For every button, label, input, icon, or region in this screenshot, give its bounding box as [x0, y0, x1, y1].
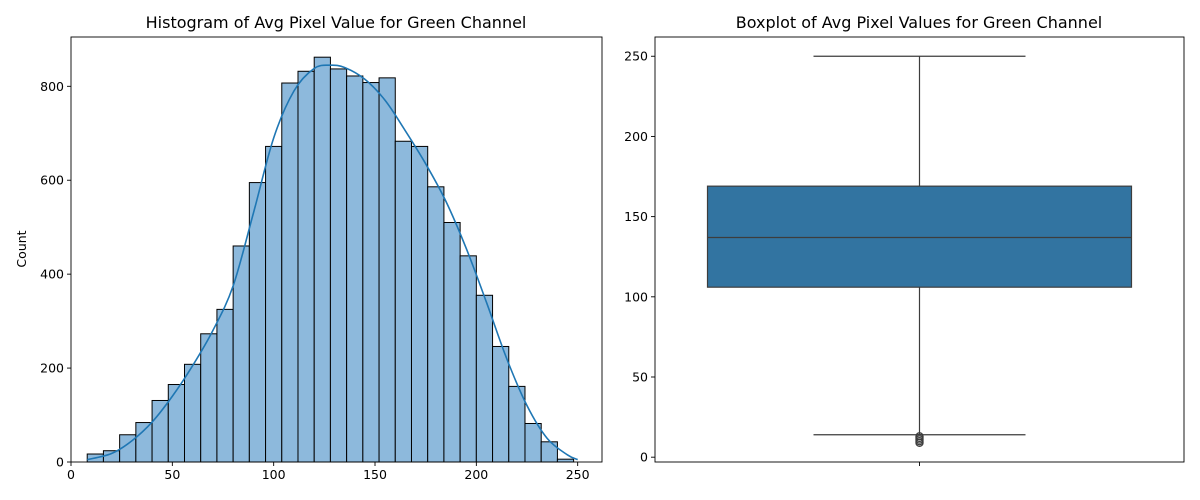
- histogram-bar: [281, 82, 299, 463]
- boxplot-title: Boxplot of Avg Pixel Values for Green Ch…: [736, 13, 1102, 32]
- x-tick-label: 0: [67, 467, 75, 482]
- y-tick-label: 50: [632, 370, 648, 385]
- y-tick-label: 0: [640, 450, 648, 465]
- histogram-title: Histogram of Avg Pixel Value for Green C…: [146, 13, 527, 32]
- histogram-bar: [135, 422, 153, 463]
- histogram-bars: [86, 56, 575, 463]
- histogram-bar: [427, 186, 445, 463]
- histogram-axes: 0 50 100 150 200 250 0 200 400 600 800: [40, 36, 603, 482]
- y-tick-label: 250: [624, 49, 648, 64]
- y-tick-label: 100: [624, 289, 648, 304]
- x-tick-label: 100: [262, 467, 286, 482]
- histogram-bar: [362, 82, 380, 463]
- histogram-frame: [70, 36, 603, 463]
- histogram-bar: [346, 75, 364, 463]
- histogram-bar: [410, 145, 429, 463]
- histogram-bar: [492, 345, 510, 463]
- histogram-bar: [248, 182, 267, 463]
- histogram-bar: [297, 70, 315, 463]
- histogram-bar: [443, 221, 461, 463]
- histogram-bar: [167, 384, 185, 463]
- histogram-bar: [394, 140, 412, 463]
- histogram-bar: [313, 56, 331, 463]
- histogram-bar: [265, 145, 283, 463]
- histogram-bar: [540, 441, 558, 463]
- x-tick-label: 250: [566, 467, 590, 482]
- y-tick-label: 200: [40, 361, 64, 376]
- histogram-bar: [183, 363, 202, 463]
- x-tick-label: 200: [464, 467, 488, 482]
- histogram-bar: [459, 255, 477, 463]
- x-tick-label: 50: [164, 467, 180, 482]
- x-tick-label: 150: [363, 467, 387, 482]
- interquartile-box: [706, 185, 1133, 288]
- boxplot-panel: Boxplot of Avg Pixel Values for Green Ch…: [624, 13, 1185, 466]
- histogram-bar: [378, 77, 396, 463]
- histogram-bar: [329, 68, 348, 463]
- y-tick-label: 200: [624, 129, 648, 144]
- histogram-bar: [200, 333, 218, 463]
- outlier-point: [915, 438, 924, 447]
- kde-curve-group: [87, 64, 579, 461]
- y-tick-label: 150: [624, 209, 648, 224]
- histogram-bar: [524, 422, 542, 463]
- y-tick-label: 800: [40, 79, 64, 94]
- histogram-bar: [475, 294, 494, 463]
- y-tick-label: 400: [40, 267, 64, 282]
- histogram-bar: [216, 308, 234, 463]
- boxplot-marks: [706, 55, 1133, 447]
- histogram-panel: Histogram of Avg Pixel Value for Green C…: [14, 13, 603, 482]
- kde-curve: [87, 64, 579, 461]
- y-tick-label: 600: [40, 173, 64, 188]
- histogram-bar: [151, 399, 169, 463]
- y-tick-label: 0: [56, 455, 64, 470]
- boxplot-axes: 0 50 100 150 200 250: [624, 36, 1185, 466]
- histogram-bar: [102, 450, 121, 463]
- histogram-y-axis-label: Count: [14, 230, 29, 267]
